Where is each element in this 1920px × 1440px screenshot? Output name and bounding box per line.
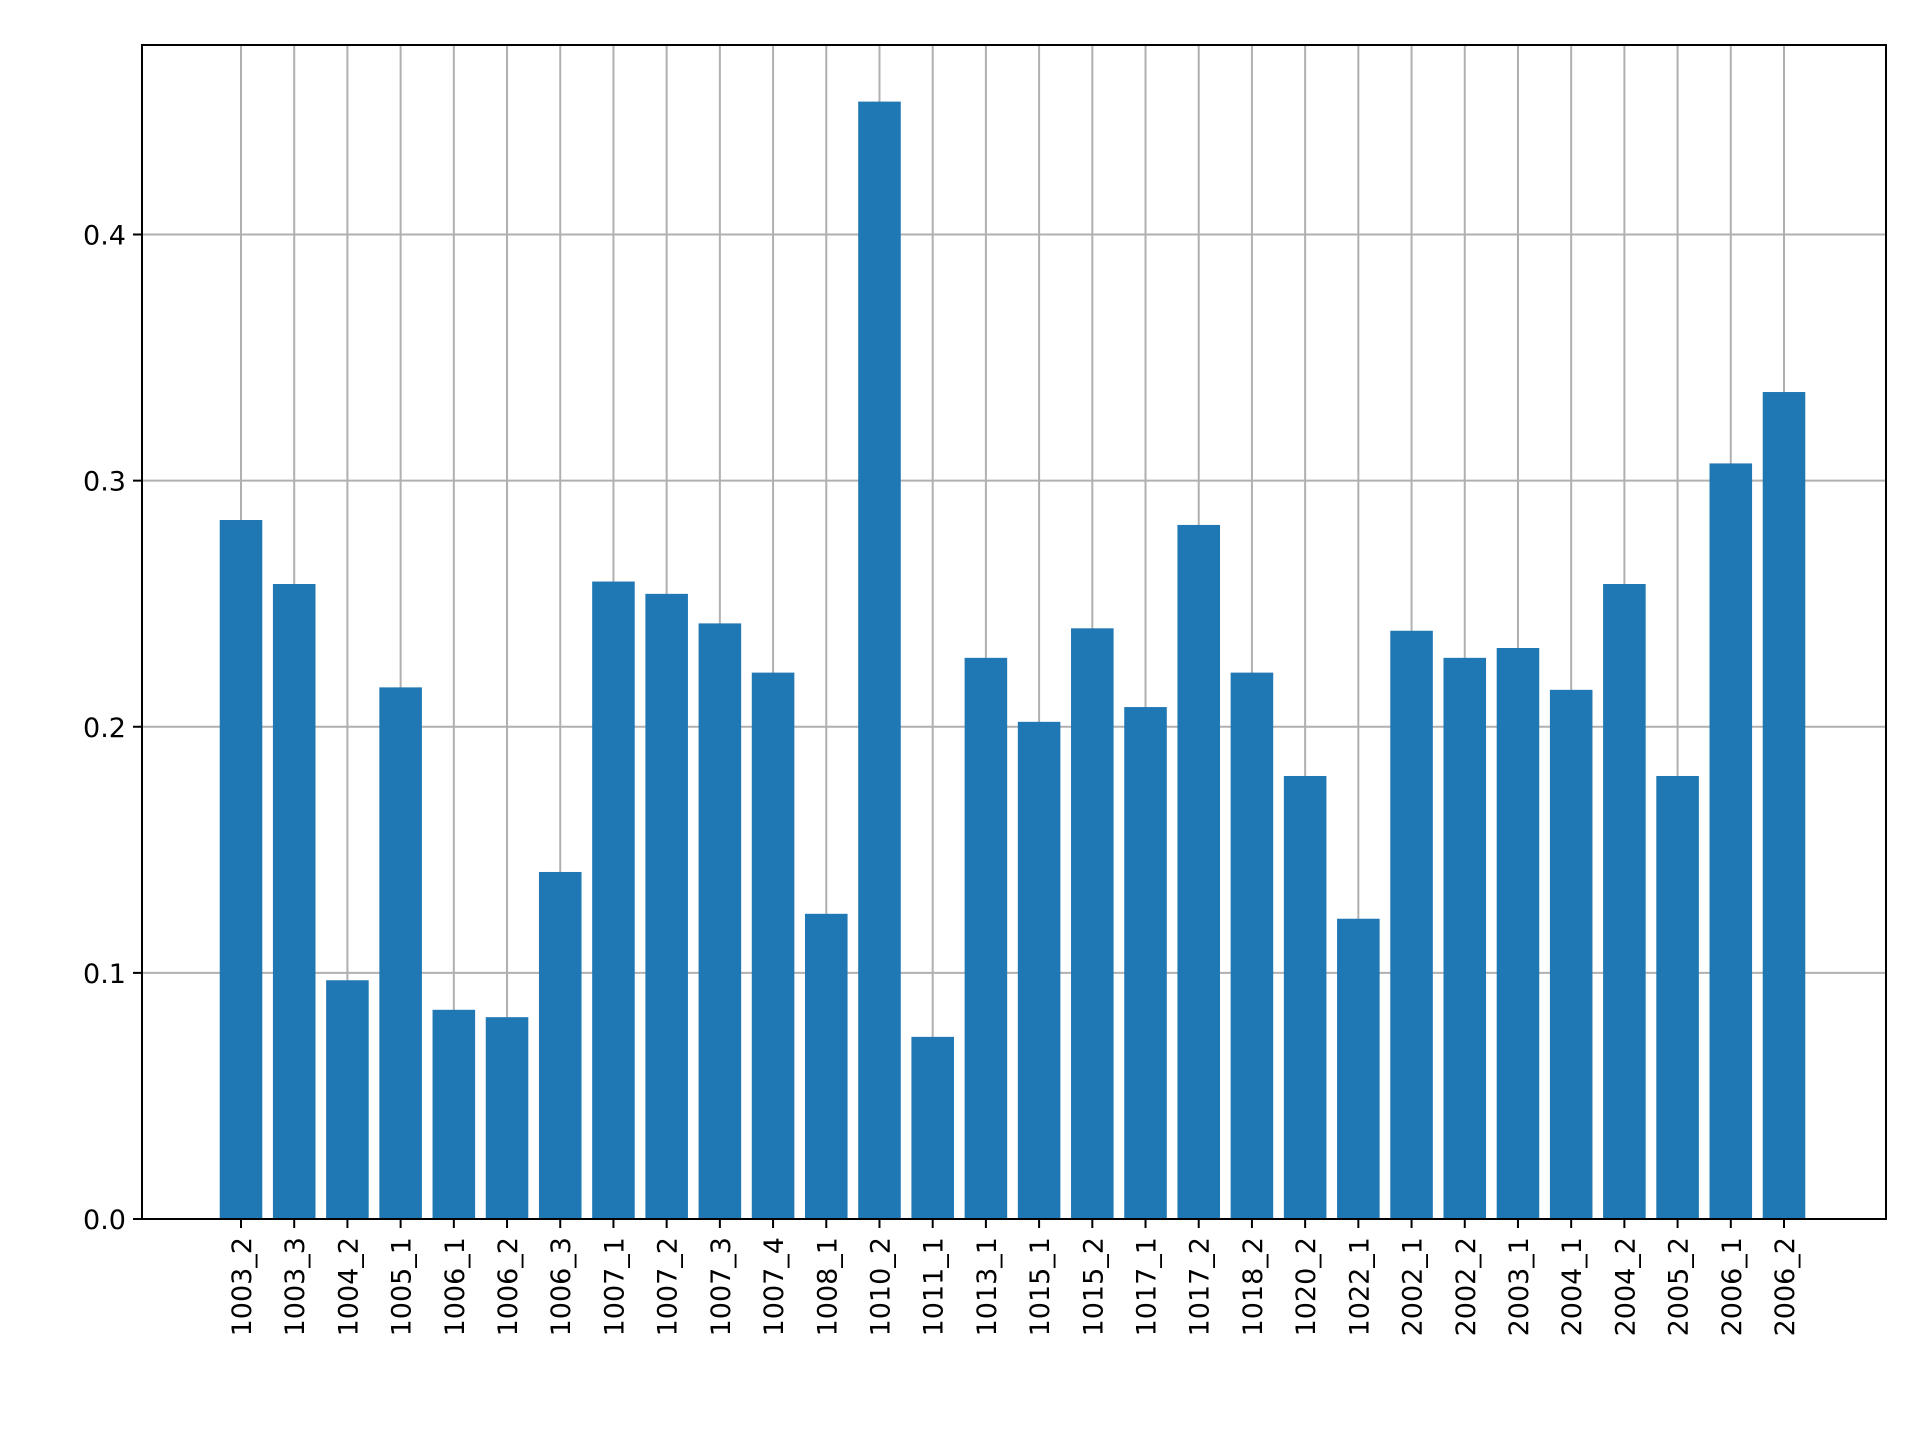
- x-tick-label: 1010_2: [865, 1237, 896, 1336]
- x-tick-label: 1015_1: [1025, 1237, 1056, 1336]
- bar-2006_2: [1762, 392, 1806, 1219]
- x-tick-label: 1007_2: [653, 1237, 684, 1336]
- bar-1008_1: [804, 913, 848, 1219]
- bar-1004_2: [326, 980, 369, 1219]
- bar-1020_2: [1283, 775, 1327, 1219]
- x-tick-label: 1006_1: [440, 1237, 471, 1336]
- y-tick-label: 0.0: [83, 1205, 126, 1236]
- bar-2005_2: [1656, 775, 1699, 1219]
- x-tick-label: 1005_1: [387, 1237, 418, 1336]
- x-tick-label: 2002_2: [1451, 1237, 1482, 1336]
- bar-1011_1: [911, 1036, 954, 1219]
- bar-1015_2: [1071, 628, 1114, 1219]
- bar-1022_1: [1337, 918, 1380, 1219]
- bar-2006_1: [1709, 463, 1753, 1219]
- x-tick-label: 1020_2: [1291, 1237, 1322, 1336]
- x-tick-label: 1003_3: [280, 1237, 311, 1336]
- x-tick-label: 2005_2: [1664, 1237, 1695, 1336]
- x-tick-label: 1017_1: [1132, 1237, 1163, 1336]
- bar-1017_2: [1177, 524, 1221, 1219]
- x-tick-label: 1022_1: [1344, 1237, 1375, 1336]
- y-tick-label: 0.4: [83, 221, 126, 252]
- x-tick-label: 2004_2: [1610, 1237, 1641, 1336]
- bar-1003_2: [219, 520, 263, 1219]
- bar-2002_2: [1443, 657, 1487, 1219]
- bar-1003_3: [272, 584, 316, 1219]
- x-tick-label: 2004_1: [1557, 1237, 1588, 1336]
- plot-frame: [141, 44, 1887, 1220]
- bar-1007_3: [698, 623, 742, 1219]
- x-tick-label: 1007_4: [759, 1237, 790, 1336]
- y-axis-ticks: 0.0 0.1 0.2 0.3 0.4: [83, 221, 142, 1236]
- x-tick-label: 1007_1: [599, 1237, 630, 1336]
- y-tick-label: 0.1: [83, 959, 126, 990]
- x-tick-label: 1006_2: [493, 1237, 524, 1336]
- x-tick-label: 2003_1: [1504, 1237, 1535, 1336]
- bar-1007_4: [751, 672, 795, 1219]
- x-tick-label: 1006_3: [546, 1237, 577, 1336]
- x-tick-label: 1017_2: [1185, 1237, 1216, 1336]
- bar-2004_1: [1549, 689, 1593, 1219]
- x-axis-ticks: 1003_2 1003_3 1004_2 1005_1 1006_1 1006_2 1006…: [227, 1219, 1801, 1336]
- x-tick-label: 1007_3: [706, 1237, 737, 1336]
- bar-1013_1: [964, 657, 1008, 1219]
- x-tick-label: 2002_1: [1398, 1237, 1429, 1336]
- bar-1010_2: [858, 101, 901, 1220]
- y-tick-label: 0.2: [83, 713, 126, 744]
- y-tick-label: 0.3: [83, 467, 126, 498]
- x-tick-label: 2006_1: [1717, 1237, 1748, 1336]
- x-tick-label: 1011_1: [919, 1237, 950, 1336]
- bar-1006_3: [538, 871, 582, 1219]
- bar-1018_2: [1230, 672, 1274, 1219]
- bar-1005_1: [379, 687, 422, 1219]
- x-tick-label: 1004_2: [333, 1237, 364, 1336]
- x-tick-label: 1003_2: [227, 1237, 258, 1336]
- bar-2004_2: [1603, 584, 1646, 1219]
- x-tick-label: 1015_2: [1078, 1237, 1109, 1336]
- x-tick-label: 1013_1: [972, 1237, 1003, 1336]
- bars: [219, 101, 1806, 1220]
- x-tick-label: 1018_2: [1238, 1237, 1269, 1336]
- bar-1007_1: [592, 581, 635, 1219]
- bar-1015_1: [1017, 721, 1061, 1219]
- bar-2002_1: [1390, 630, 1433, 1219]
- bar-1017_1: [1124, 707, 1167, 1219]
- bar-2003_1: [1496, 647, 1540, 1219]
- x-tick-label: 2006_2: [1770, 1237, 1801, 1336]
- axes-frame: [141, 44, 1887, 1220]
- bar-1006_1: [432, 1009, 476, 1219]
- x-tick-label: 1008_1: [812, 1237, 843, 1336]
- bar-1006_2: [485, 1017, 529, 1219]
- bar-1007_2: [645, 593, 688, 1219]
